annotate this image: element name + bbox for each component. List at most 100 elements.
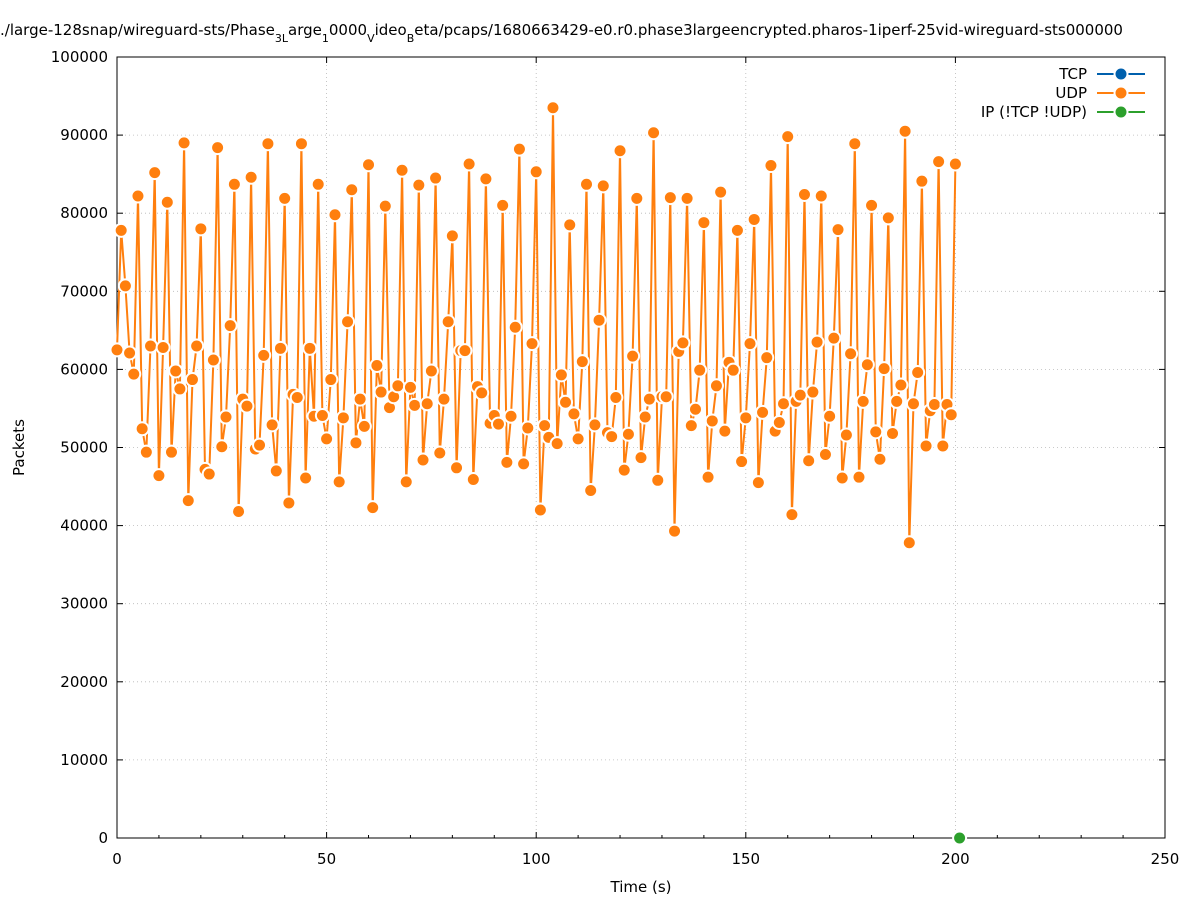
data-point [272, 340, 288, 356]
x-tick-label: 100 [522, 850, 551, 868]
data-point [155, 340, 171, 356]
data-point [268, 463, 284, 479]
data-point [356, 418, 372, 434]
data-point [373, 384, 389, 400]
data-point [176, 135, 192, 151]
data-point [616, 462, 632, 478]
data-point [147, 165, 163, 181]
y-tick-label: 50000 [60, 439, 108, 457]
legend-marker [1113, 66, 1129, 82]
data-point [637, 409, 653, 425]
data-point [402, 379, 418, 395]
data-point [641, 391, 657, 407]
data-point [608, 390, 624, 406]
data-point [277, 190, 293, 206]
data-point [696, 215, 712, 231]
data-point [189, 338, 205, 354]
data-point [444, 228, 460, 244]
data-point [331, 474, 347, 490]
series-layer [109, 100, 968, 846]
data-point [746, 211, 762, 227]
y-tick-label: 0 [98, 829, 108, 847]
data-point [708, 378, 724, 394]
data-point [910, 365, 926, 381]
data-point [838, 427, 854, 443]
data-point [595, 178, 611, 194]
data-point [201, 466, 217, 482]
data-point [679, 190, 695, 206]
data-point [507, 319, 523, 335]
data-point [847, 136, 863, 152]
data-point [553, 367, 569, 383]
data-point [465, 472, 481, 488]
y-tick-label: 80000 [60, 204, 108, 222]
data-point [817, 447, 833, 463]
data-point [193, 221, 209, 237]
data-point [302, 340, 318, 356]
data-point [231, 504, 247, 520]
data-point [880, 210, 896, 226]
data-point [713, 184, 729, 200]
data-point [796, 186, 812, 202]
chart-title-part: 1 [322, 32, 329, 45]
data-point [369, 357, 385, 373]
data-point [323, 372, 339, 388]
data-point [629, 190, 645, 206]
data-point [214, 439, 230, 455]
data-point [319, 431, 335, 447]
data-point [520, 420, 536, 436]
data-point [579, 176, 595, 192]
data-point [138, 444, 154, 460]
data-point [759, 350, 775, 366]
data-point [243, 169, 259, 185]
data-point [792, 387, 808, 403]
data-point [423, 363, 439, 379]
data-point [130, 188, 146, 204]
data-point [683, 418, 699, 434]
y-tick-label: 90000 [60, 126, 108, 144]
data-point [901, 535, 917, 551]
data-point [524, 336, 540, 352]
data-point [310, 176, 326, 192]
axes: 0 10000 20000 30000 40000 50000 60000 70000 8000… [51, 48, 1180, 868]
data-point [776, 396, 792, 412]
chart-title: ./large-128snap/wireguard-sts/Phase3Larg… [0, 21, 1123, 45]
data-point [750, 475, 766, 491]
data-point [394, 162, 410, 178]
data-point [725, 362, 741, 378]
legend-marker [1113, 85, 1129, 101]
data-point [180, 493, 196, 509]
chart-title-part: ideo [375, 21, 407, 39]
data-point [365, 500, 381, 516]
data-point [314, 407, 330, 423]
data-point [893, 377, 909, 393]
data-point [407, 397, 423, 413]
x-tick-label: 50 [317, 850, 336, 868]
data-point [281, 495, 297, 511]
y-tick-label: 70000 [60, 282, 108, 300]
data-point [335, 410, 351, 426]
data-point [562, 217, 578, 233]
series-ip-tcp-udp [952, 830, 968, 846]
data-point [440, 314, 456, 330]
data-point [490, 416, 506, 432]
data-point [159, 194, 175, 210]
data-point [113, 222, 129, 238]
data-point [587, 417, 603, 433]
data-point [495, 197, 511, 213]
data-point [855, 393, 871, 409]
data-point [457, 343, 473, 359]
data-point [633, 450, 649, 466]
x-tick-label: 150 [731, 850, 760, 868]
data-point [411, 177, 427, 193]
data-point [570, 431, 586, 447]
data-point [905, 396, 921, 412]
data-point [935, 438, 951, 454]
data-point [918, 438, 934, 454]
data-point [474, 385, 490, 401]
x-axis-label: Time (s) [610, 878, 672, 896]
data-point [755, 404, 771, 420]
data-point [134, 421, 150, 437]
data-point [461, 156, 477, 172]
